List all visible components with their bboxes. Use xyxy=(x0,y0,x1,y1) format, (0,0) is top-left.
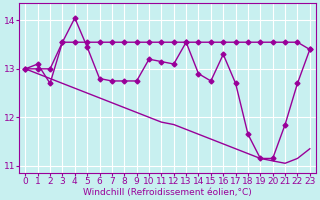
X-axis label: Windchill (Refroidissement éolien,°C): Windchill (Refroidissement éolien,°C) xyxy=(83,188,252,197)
